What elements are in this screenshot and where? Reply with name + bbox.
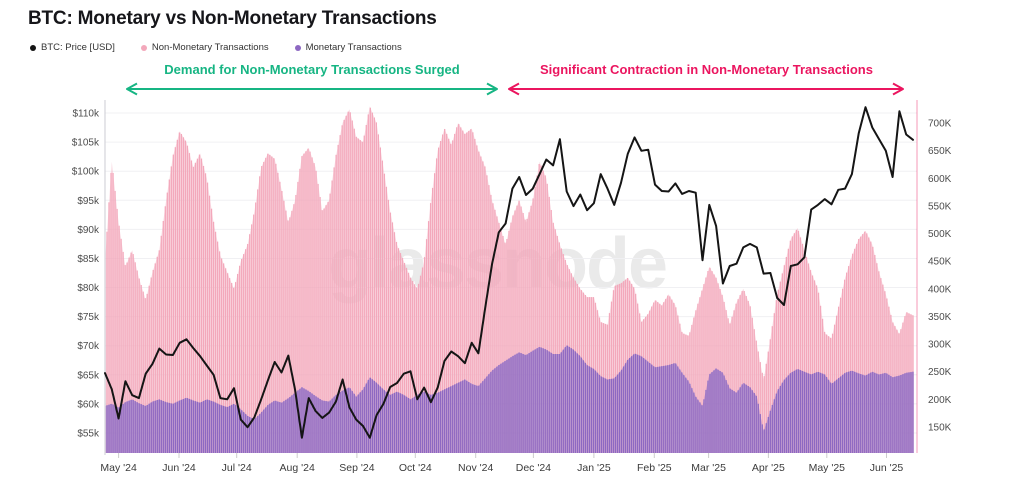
svg-text:Aug '24: Aug '24 bbox=[280, 462, 315, 474]
svg-text:Jun '24: Jun '24 bbox=[162, 462, 196, 474]
axes bbox=[104, 100, 918, 455]
svg-text:Mar '25: Mar '25 bbox=[691, 462, 726, 474]
svg-text:May '25: May '25 bbox=[809, 462, 846, 474]
legend: BTC: Price [USD] Non-Monetary Transactio… bbox=[30, 42, 402, 53]
svg-text:Oct '24: Oct '24 bbox=[399, 462, 432, 474]
legend-item-monetary[interactable]: Monetary Transactions bbox=[294, 42, 402, 53]
svg-text:$100k: $100k bbox=[72, 167, 100, 178]
annotation-demand-surged: Demand for Non-Monetary Transactions Sur… bbox=[164, 62, 460, 77]
svg-text:150K: 150K bbox=[928, 423, 952, 434]
legend-label: Non-Monetary Transactions bbox=[151, 42, 269, 53]
svg-text:500K: 500K bbox=[928, 229, 952, 240]
svg-text:$75k: $75k bbox=[77, 312, 100, 323]
svg-text:200K: 200K bbox=[928, 395, 952, 406]
legend-item-btc-price[interactable]: BTC: Price [USD] bbox=[30, 42, 115, 53]
svg-text:650K: 650K bbox=[928, 146, 952, 157]
svg-text:400K: 400K bbox=[928, 284, 952, 295]
legend-item-non-monetary[interactable]: Non-Monetary Transactions bbox=[140, 42, 269, 53]
svg-text:350K: 350K bbox=[928, 312, 952, 323]
svg-text:Sep '24: Sep '24 bbox=[339, 462, 374, 474]
svg-text:700K: 700K bbox=[928, 119, 952, 130]
svg-text:Jun '25: Jun '25 bbox=[870, 462, 904, 474]
annotation-contraction: Significant Contraction in Non-Monetary … bbox=[540, 62, 873, 77]
svg-text:$65k: $65k bbox=[77, 370, 100, 381]
svg-text:May '24: May '24 bbox=[100, 462, 137, 474]
svg-text:Nov '24: Nov '24 bbox=[458, 462, 493, 474]
annotation-arrows bbox=[126, 82, 904, 96]
svg-text:Apr '25: Apr '25 bbox=[752, 462, 785, 474]
svg-text:Feb '25: Feb '25 bbox=[637, 462, 672, 474]
legend-label: BTC: Price [USD] bbox=[41, 42, 115, 53]
svg-text:$105k: $105k bbox=[72, 138, 100, 149]
legend-dot-icon bbox=[294, 44, 301, 51]
svg-text:$85k: $85k bbox=[77, 254, 100, 265]
svg-text:$70k: $70k bbox=[77, 341, 100, 352]
svg-text:$90k: $90k bbox=[77, 225, 100, 236]
area-bars-monetary-transactions bbox=[106, 345, 914, 453]
legend-dot-icon bbox=[30, 44, 36, 51]
svg-text:Jan '25: Jan '25 bbox=[577, 462, 611, 474]
svg-text:Dec '24: Dec '24 bbox=[516, 462, 551, 474]
svg-text:$55k: $55k bbox=[77, 429, 100, 440]
svg-text:600K: 600K bbox=[928, 174, 952, 185]
svg-text:$60k: $60k bbox=[77, 399, 100, 410]
svg-text:450K: 450K bbox=[928, 257, 952, 268]
price-line bbox=[104, 106, 914, 439]
svg-text:$80k: $80k bbox=[77, 283, 100, 294]
legend-dot-icon bbox=[140, 44, 147, 51]
svg-text:Jul '24: Jul '24 bbox=[222, 462, 252, 474]
svg-text:$110k: $110k bbox=[72, 109, 100, 120]
svg-text:$95k: $95k bbox=[77, 196, 100, 207]
svg-text:300K: 300K bbox=[928, 340, 952, 351]
legend-label: Monetary Transactions bbox=[305, 42, 402, 53]
svg-text:250K: 250K bbox=[928, 367, 952, 378]
axis-labels: $110k $105k $100k $95k $90k $85k $80k $75k $70k $… bbox=[72, 109, 952, 475]
svg-text:550K: 550K bbox=[928, 201, 952, 212]
page-title: BTC: Monetary vs Non-Monetary Transactio… bbox=[28, 8, 437, 29]
